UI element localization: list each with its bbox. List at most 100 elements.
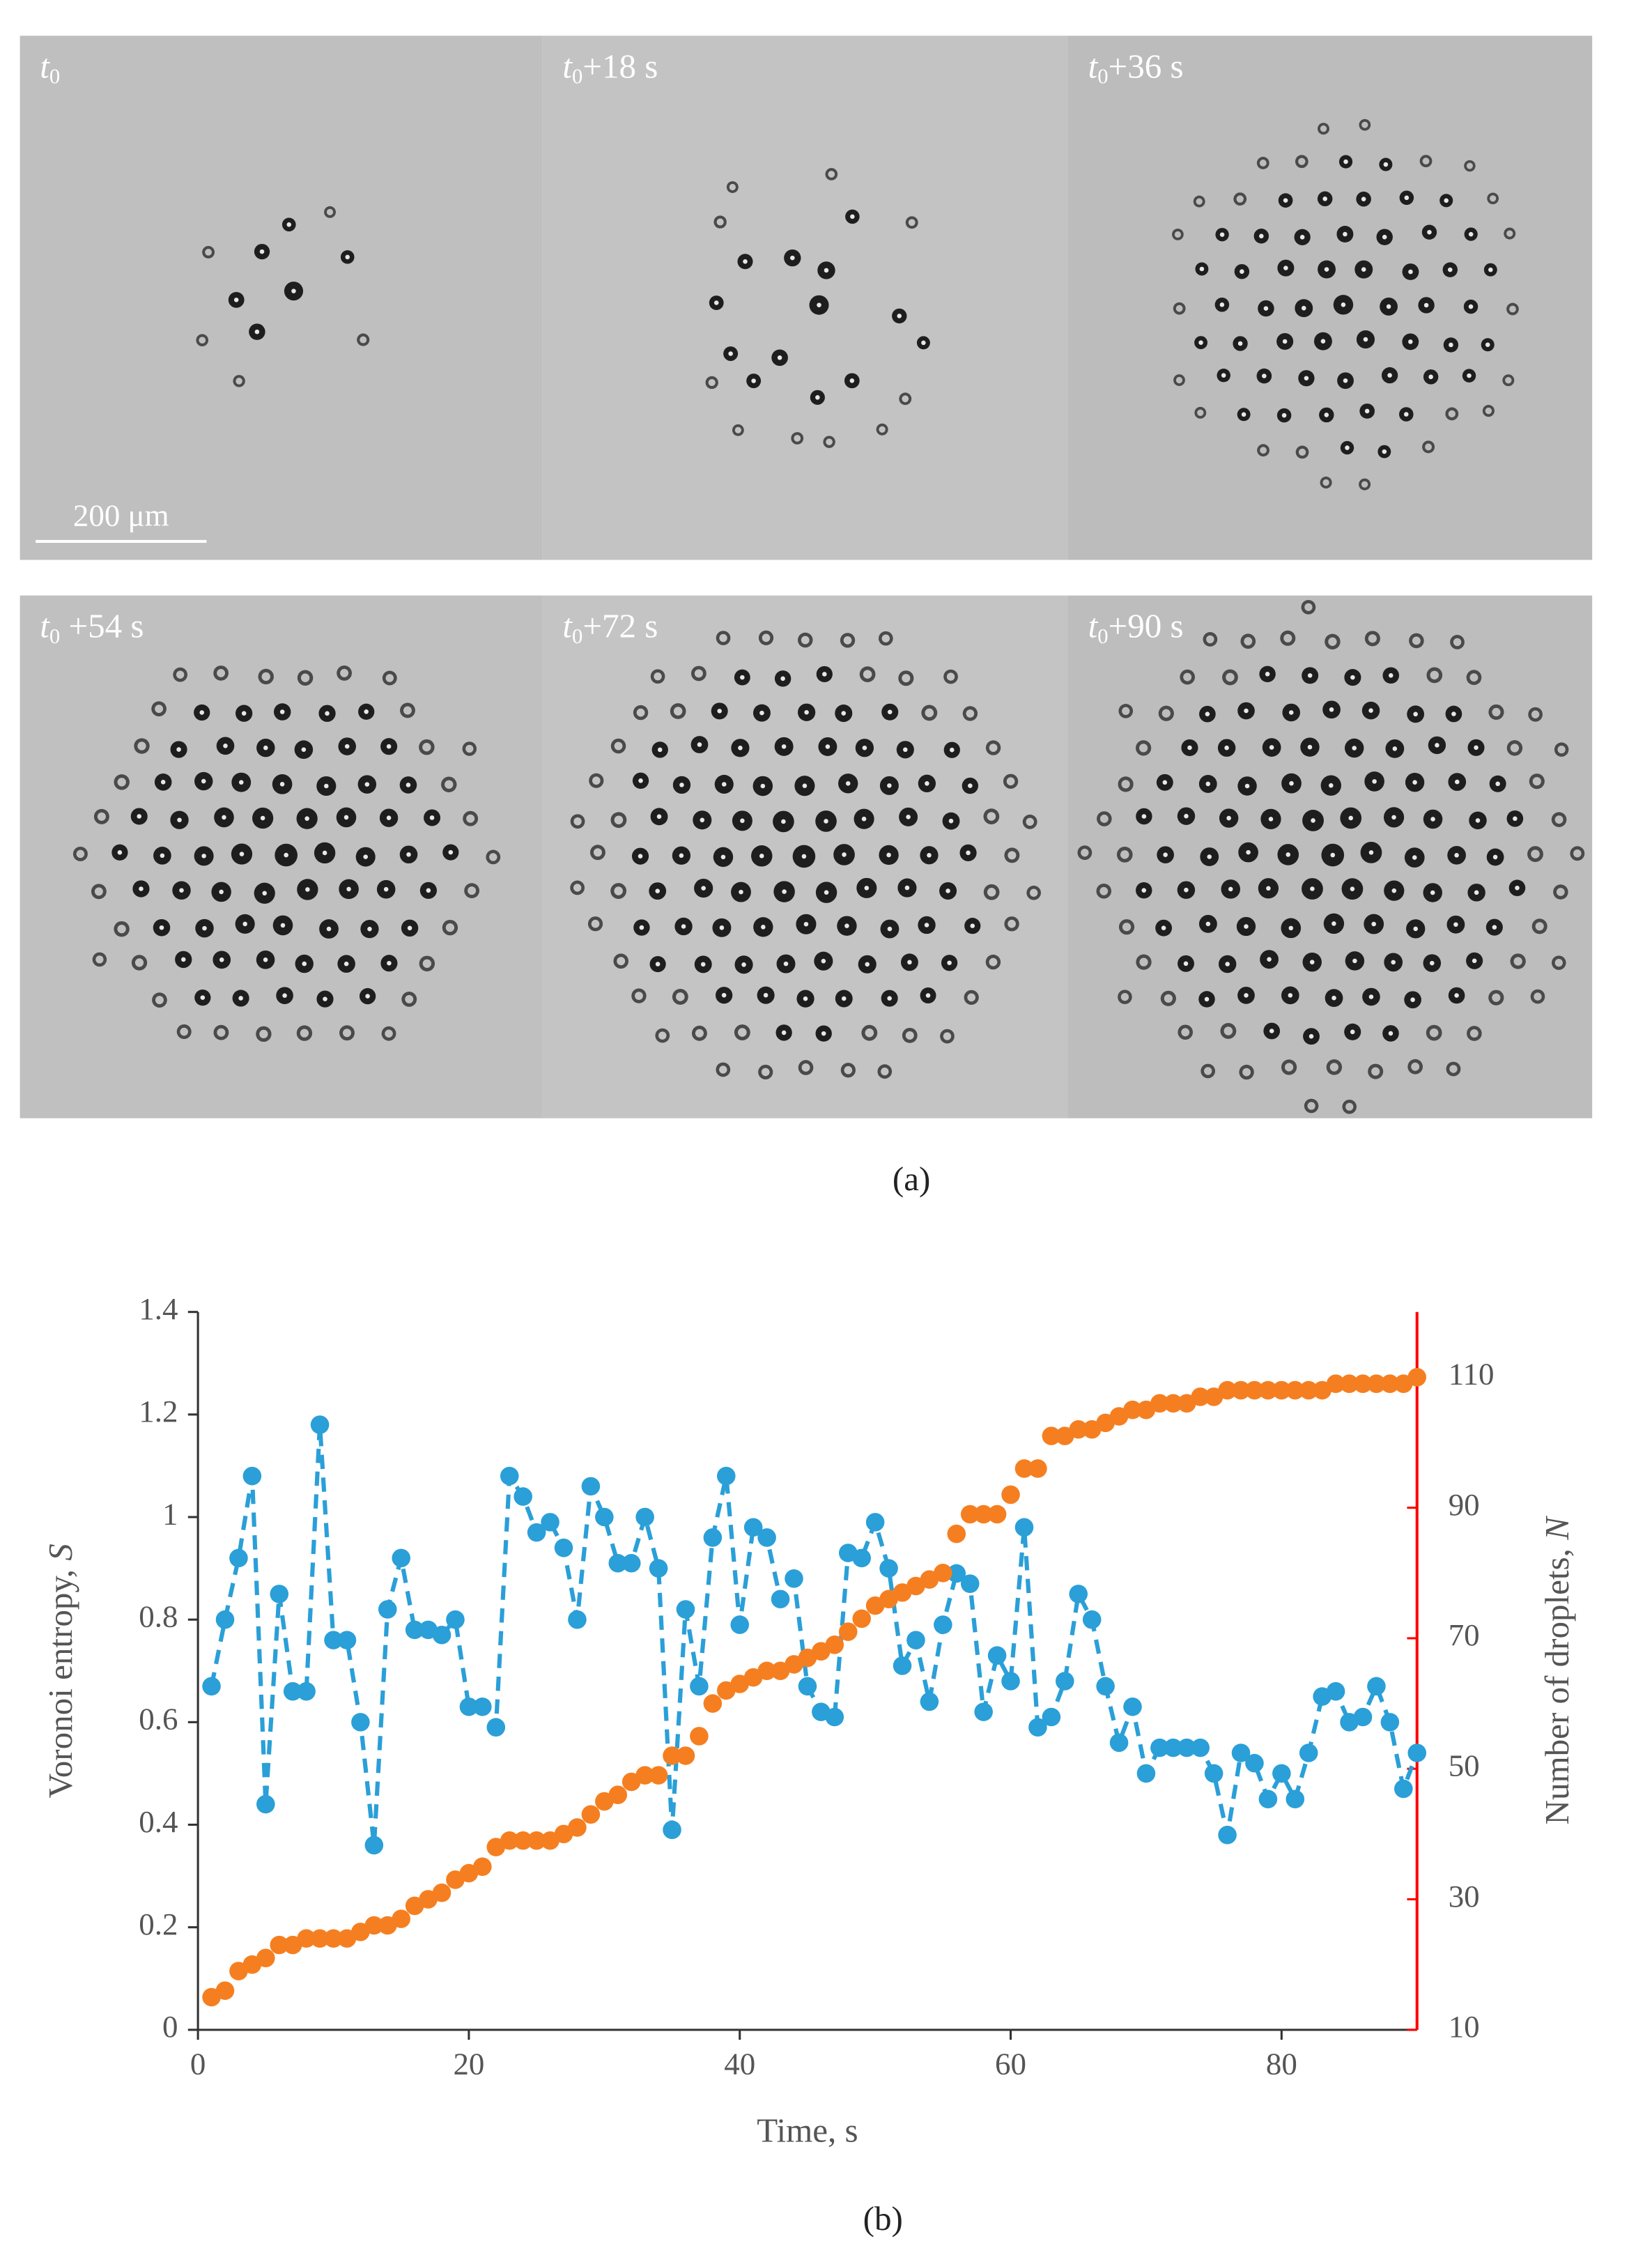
droplet-center [783,961,789,967]
droplet-center [721,782,727,787]
droplet-center [364,782,370,787]
droplet-center [729,183,736,191]
data-point [1380,1374,1400,1393]
data-point [215,1610,235,1629]
data-point [635,1766,654,1785]
data-point [1164,1738,1183,1757]
droplet-center [1302,305,1306,311]
data-point [757,1528,776,1547]
droplet-center [1535,922,1544,931]
droplet-center [1263,306,1269,311]
droplet-center [1428,374,1433,380]
droplet-center [945,888,950,893]
data-point [202,1677,221,1696]
data-point [1042,1426,1061,1445]
droplet-center [301,747,307,752]
droplet-center [989,744,998,752]
droplet-center [179,888,184,893]
droplet-center [947,960,952,966]
droplet-center [790,255,795,261]
droplet-center [1269,1029,1274,1033]
droplet-center [1138,744,1148,753]
data-point [798,1677,817,1696]
droplet-center [1361,481,1368,488]
droplet-center [1368,994,1374,999]
data-point [514,1487,532,1506]
droplet-center [279,782,285,787]
droplet-center [1226,672,1235,682]
droplet-center [259,1029,268,1039]
droplet-center [849,378,855,383]
droplet-center [700,962,706,967]
droplet-center [322,850,327,856]
droplet-center [1244,924,1249,929]
droplet-center [1386,304,1391,309]
droplet-center [862,745,867,751]
panel-a-label: (a) [893,1160,930,1198]
droplet-center [1244,708,1249,714]
droplet-center [403,706,412,715]
droplet-center [1448,267,1453,272]
y-axis-label-text: Voronoi entropy, [41,1569,79,1798]
data-point [1014,1518,1034,1537]
droplet-center [801,854,807,859]
droplet-center [804,709,809,715]
droplet-center [1363,337,1368,342]
droplet-center [824,819,828,824]
droplet-center [948,818,954,824]
droplet-center [1304,603,1313,611]
droplet-center [385,674,394,682]
droplet-center [1387,373,1392,378]
droplet-center [1468,304,1474,309]
data-point [608,1785,628,1804]
droplet-center [1404,412,1409,417]
droplet-center [614,886,623,895]
time-offset: +36 s [1109,47,1184,86]
y-tick-label: 0 [162,2009,178,2044]
droplet-center [1531,849,1540,859]
time-label: t0+90 s [1088,607,1184,648]
droplet-center [844,1065,853,1075]
droplet-center [1423,302,1429,308]
data-point [310,1929,330,1948]
droplet-center [1221,373,1226,378]
droplet-center [1343,231,1348,237]
data-point [785,1569,803,1588]
droplet-center [987,812,996,821]
droplet-center [1199,266,1205,272]
droplet-center [655,962,661,967]
y2-tick-label: 110 [1449,1357,1495,1392]
droplet-center [239,852,245,856]
droplet-center [987,888,996,897]
droplet-center [1298,157,1306,165]
droplet-center [1328,637,1337,646]
time-subscript: 0 [49,624,60,648]
y-tick-label: 0.8 [139,1599,178,1634]
data-point [906,1631,925,1649]
droplet-center [1184,813,1189,819]
droplet-center [1266,886,1271,891]
droplet-center [902,674,911,683]
droplet-center [1283,265,1288,270]
droplet-center [1322,479,1329,486]
data-point [500,1831,519,1850]
droplet-center [1455,779,1460,785]
data-point [215,1981,235,2000]
droplet-center [117,849,123,855]
data-point [771,1590,790,1609]
droplet-center [180,1027,188,1036]
droplet-center [241,711,247,716]
droplet-center [1448,410,1456,418]
data-point [1082,1610,1102,1629]
data-point [703,1528,723,1547]
droplet-center [1388,1031,1394,1036]
droplet-center [219,957,224,962]
data-point [757,1661,776,1681]
droplet-center [1030,888,1038,897]
y2-axis-label: Number of droplets, N [1538,1516,1576,1825]
data-point [1056,1672,1074,1691]
droplet-center [1244,993,1249,998]
droplet-center [1352,746,1357,751]
data-point [622,1553,641,1573]
droplet-center [1531,710,1540,718]
